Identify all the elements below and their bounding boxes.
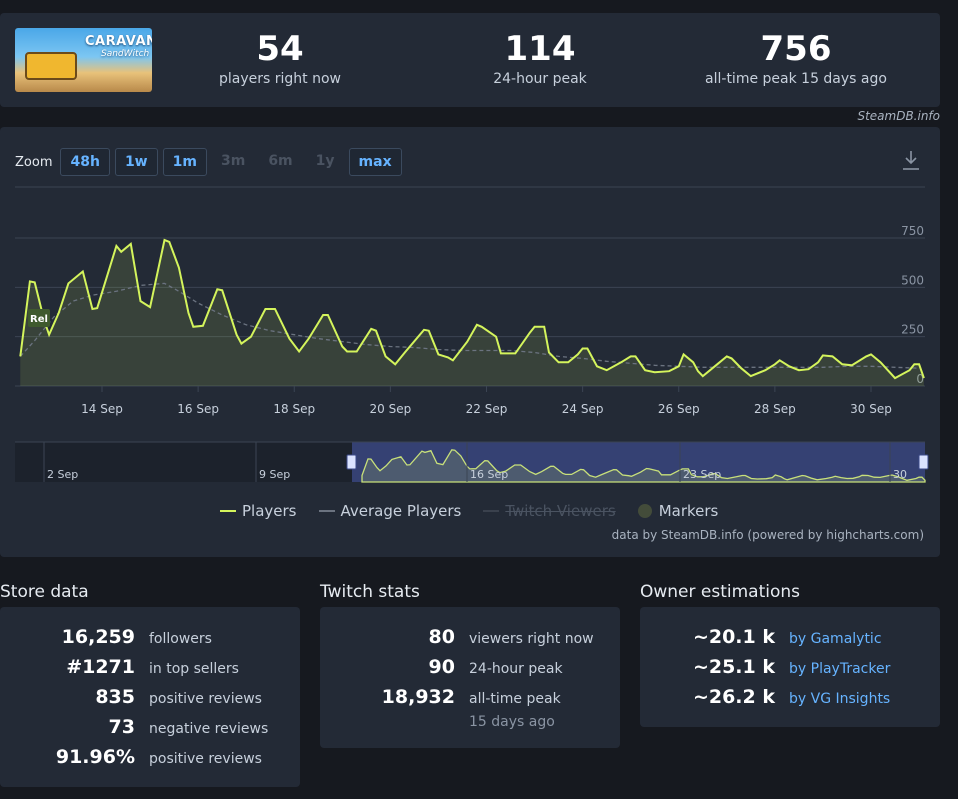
navigator-label: 23 Sep bbox=[683, 468, 721, 481]
legend-players[interactable]: Players bbox=[220, 502, 297, 520]
legend-twitch-viewers[interactable]: Twitch Viewers bbox=[483, 502, 616, 520]
game-title: CARAVAN bbox=[85, 34, 152, 49]
zoom-1m-button[interactable]: 1m bbox=[162, 148, 207, 176]
x-tick-label: 30 Sep bbox=[850, 402, 892, 416]
summary-panel: CARAVAN SandWitch 54 players right now 1… bbox=[0, 13, 940, 107]
twitch-stats-box: 80 viewers right now 90 24-hour peak 18,93… bbox=[320, 607, 620, 748]
release-marker-label: Rel bbox=[30, 314, 48, 325]
download-icon[interactable] bbox=[902, 149, 920, 171]
playtracker-link[interactable]: by PlayTracker bbox=[789, 661, 891, 677]
zoom-3m-button: 3m bbox=[220, 153, 246, 169]
zoom-controls: Zoom 48h 1w 1m 3m 6m 1y max bbox=[15, 148, 407, 176]
x-tick-label: 26 Sep bbox=[658, 402, 700, 416]
legend-markers[interactable]: Markers bbox=[637, 502, 718, 520]
twitch-row: 80 viewers right now bbox=[428, 626, 594, 648]
release-marker[interactable]: Rel bbox=[28, 309, 50, 327]
twitch-peak-date: 15 days ago bbox=[469, 714, 555, 730]
navigator-series bbox=[361, 449, 926, 483]
x-tick-label: 20 Sep bbox=[370, 402, 412, 416]
navigator-label: 2 Sep bbox=[47, 468, 78, 481]
players-line[interactable] bbox=[19, 238, 925, 380]
owner-row: ~20.1 k by Gamalytic bbox=[692, 626, 882, 648]
owner-row: ~25.1 k by PlayTracker bbox=[692, 656, 891, 678]
navigator[interactable]: 2 Sep 9 Sep 16 Sep 23 Sep 30 bbox=[15, 441, 929, 483]
x-tick-label: 16 Sep bbox=[177, 402, 219, 416]
game-capsule-image[interactable]: CARAVAN SandWitch bbox=[15, 28, 152, 92]
x-axis-ticks: 14 Sep 16 Sep 18 Sep 20 Sep 22 Sep 24 Sep 26 S… bbox=[81, 386, 892, 416]
store-row: #1271 in top sellers bbox=[66, 656, 239, 678]
x-tick-label: 14 Sep bbox=[81, 402, 123, 416]
y-tick-label: 250 bbox=[901, 323, 924, 337]
van-illustration bbox=[25, 52, 77, 80]
navigator-label: 30 bbox=[893, 468, 907, 481]
stat-label: players right now bbox=[219, 71, 341, 87]
store-data-box: 16,259 followers #1271 in top sellers 835 p… bbox=[0, 607, 300, 787]
store-row: 73 negative reviews bbox=[108, 716, 269, 738]
store-data-title: Store data bbox=[0, 582, 89, 602]
zoom-48h-button[interactable]: 48h bbox=[60, 148, 110, 176]
owner-estimations-box: ~20.1 k by Gamalytic ~25.1 k by PlayTracke… bbox=[640, 607, 940, 727]
steamdb-credit: SteamDB.info bbox=[857, 109, 940, 123]
powered-by-credit: data by SteamDB.info (powered by highcha… bbox=[611, 528, 924, 542]
navigator-left-handle[interactable] bbox=[346, 454, 357, 470]
owner-estimations-title: Owner estimations bbox=[640, 582, 801, 602]
zoom-6m-button: 6m bbox=[268, 153, 293, 169]
stat-value: 54 bbox=[256, 29, 304, 69]
store-row: 16,259 followers bbox=[61, 626, 212, 648]
owner-row: ~26.2 k by VG Insights bbox=[692, 686, 891, 708]
stat-players-now: 54 players right now bbox=[210, 30, 350, 87]
navigator-selection[interactable] bbox=[352, 442, 925, 482]
zoom-label: Zoom bbox=[15, 154, 53, 170]
y-axis-ticks: 0 250 500 750 bbox=[901, 224, 924, 386]
legend-average-players[interactable]: Average Players bbox=[318, 502, 461, 520]
y-tick-label: 750 bbox=[901, 224, 924, 238]
zoom-1w-button[interactable]: 1w bbox=[114, 148, 158, 176]
twitch-row: 18,932 all-time peak bbox=[381, 686, 561, 708]
stat-24h-peak: 114 24-hour peak bbox=[470, 30, 610, 87]
y-tick-label: 500 bbox=[901, 273, 924, 287]
stat-label: all-time peak 15 days ago bbox=[705, 71, 887, 87]
chart-panel: Zoom 48h 1w 1m 3m 6m 1y max 0 250 500 750 1… bbox=[0, 127, 940, 557]
twitch-row: 90 24-hour peak bbox=[428, 656, 563, 678]
navigator-label: 9 Sep bbox=[259, 468, 290, 481]
player-count-chart[interactable]: 0 250 500 750 14 Sep 16 Sep 18 Sep 20 Sep 22 Se… bbox=[0, 127, 940, 497]
x-tick-label: 18 Sep bbox=[273, 402, 315, 416]
stat-all-time-peak: 756 all-time peak 15 days ago bbox=[696, 30, 896, 87]
navigator-label: 16 Sep bbox=[470, 468, 508, 481]
gamalytic-link[interactable]: by Gamalytic bbox=[789, 631, 882, 647]
vginsights-link[interactable]: by VG Insights bbox=[789, 691, 891, 707]
stat-value: 114 bbox=[504, 29, 576, 69]
twitch-stats-title: Twitch stats bbox=[320, 582, 420, 602]
store-row: 91.96% positive reviews bbox=[55, 746, 262, 768]
navigator-labels: 2 Sep 9 Sep 16 Sep 23 Sep 30 bbox=[43, 442, 907, 482]
players-area-fill bbox=[20, 240, 924, 386]
game-subtitle: SandWitch bbox=[101, 49, 150, 59]
y-tick-label: 0 bbox=[916, 372, 924, 386]
zoom-1y-button: 1y bbox=[315, 153, 335, 169]
chart-gridlines bbox=[15, 186, 925, 387]
navigator-right-handle[interactable] bbox=[918, 454, 929, 470]
stat-value: 756 bbox=[760, 29, 832, 69]
x-tick-label: 22 Sep bbox=[466, 402, 508, 416]
x-tick-label: 24 Sep bbox=[562, 402, 604, 416]
stat-label: 24-hour peak bbox=[493, 71, 587, 87]
x-tick-label: 28 Sep bbox=[754, 402, 796, 416]
chart-legend: Players Average Players Twitch Viewers M… bbox=[220, 502, 740, 520]
store-row: 835 positive reviews bbox=[95, 686, 262, 708]
zoom-max-button[interactable]: max bbox=[348, 148, 402, 176]
